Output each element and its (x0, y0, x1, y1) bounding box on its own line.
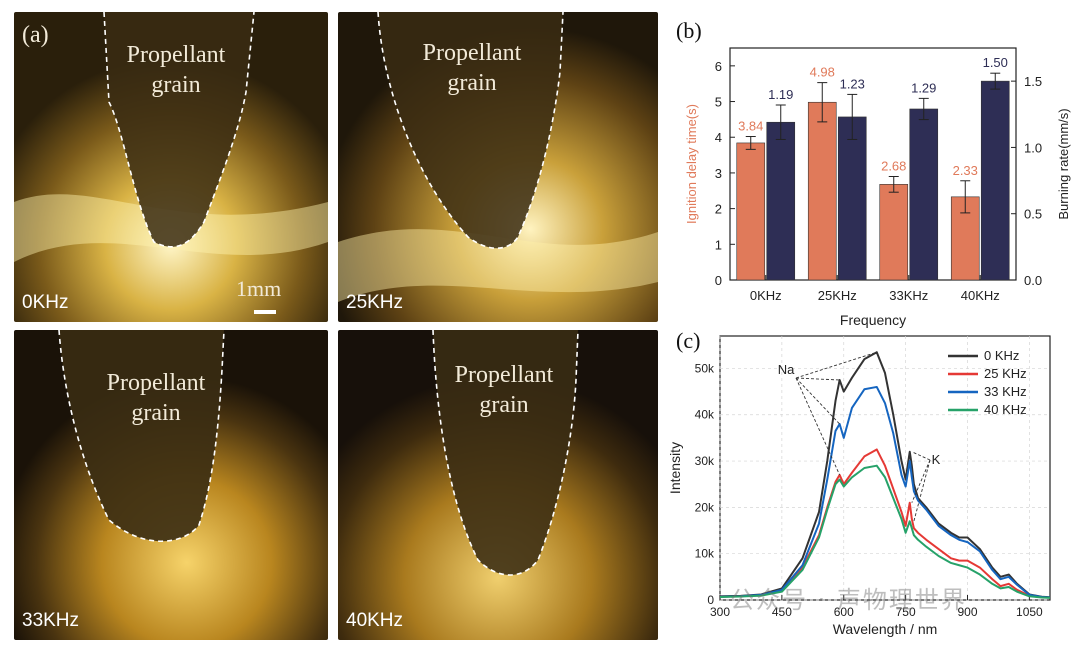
photo-25khz: Propellant grain 25KHz (338, 12, 658, 322)
grain-label-40khz: Propellant grain (424, 360, 584, 420)
y-tick-label: 20k (695, 500, 715, 514)
y-left-tick-label: 3 (715, 166, 722, 181)
bar-value-label: 1.50 (983, 55, 1008, 70)
bar-burning (909, 108, 939, 281)
y-axis-label: Intensity (668, 442, 683, 494)
x-tick-label: 25KHz (818, 288, 857, 303)
bar-ignition (807, 101, 837, 281)
scale-label: 1mm (236, 276, 282, 301)
grain-label-line2: grain (479, 392, 529, 418)
panel-a-letter: (a) (22, 22, 49, 48)
series-line-0-khz (719, 351, 1051, 599)
y-left-axis-label: Ignition delay time(s) (684, 104, 699, 224)
annotation-na-arrow (795, 351, 877, 379)
grain-label-25khz: Propellant grain (392, 38, 552, 98)
chart-b: (b) 0 1 2 3 4 5 6 0.0 0.5 1.0 1.5 0KHz 3.84 1.19 25KHz 4… (668, 0, 1080, 330)
panel-a: (a) Propellant grain 1mm 0KHz (14, 12, 658, 640)
y-left-tick-label: 0 (715, 273, 722, 288)
bar-value-label: 4.98 (810, 65, 835, 80)
grain-label-line2: grain (151, 72, 201, 98)
x-tick-label: 600 (834, 605, 854, 619)
freq-label-0khz: 0KHz (22, 292, 69, 313)
x-tick-label: 1050 (1016, 605, 1043, 619)
photo-0khz-image (14, 12, 328, 322)
bar-value-label: 1.29 (911, 80, 936, 95)
bar-ignition (879, 184, 909, 281)
annotation-na-arrow (795, 377, 841, 476)
y-left-tick-label: 5 (715, 95, 722, 110)
y-tick-label: 30k (695, 454, 715, 468)
chart-c: (c) 0 10k 20k 30k 40k 50k 300 450 600 750 900 1050 0 … (667, 322, 1080, 645)
photo-40khz: Propellant grain 40KHz (338, 330, 658, 640)
y-tick-label: 10k (695, 547, 715, 561)
annotation-k-arrow (913, 459, 931, 522)
y-tick-label: 40k (695, 408, 715, 422)
bar-burning (766, 121, 796, 281)
photo-25khz-image (338, 12, 658, 322)
x-tick-label: 40KHz (961, 288, 1000, 303)
freq-label-25khz: 25KHz (346, 292, 404, 313)
y-left-tick-label: 4 (715, 130, 722, 145)
series-line-33-khz (719, 385, 1051, 599)
watermark: 公众号 · 声物理世界 (730, 586, 967, 614)
annotation-na: Na (778, 362, 795, 377)
photo-0khz: Propellant grain 1mm 0KHz (14, 12, 328, 322)
bar-ignition (736, 142, 766, 281)
grain-label-line1: Propellant (422, 40, 522, 66)
bar-burning (980, 80, 1010, 281)
legend-label: 25 KHz (984, 366, 1027, 381)
x-tick-label: 750 (896, 605, 916, 619)
plot-frame (729, 47, 1017, 281)
chart-b-svg: (b) 0 1 2 3 4 5 6 0.0 0.5 1.0 1.5 0KHz 3.84 1.19 25KHz 4… (676, 18, 1071, 328)
annotation-k-arrow (911, 451, 931, 461)
photo-33khz-image (14, 330, 328, 640)
grain-label-33khz: Propellant grain (76, 368, 236, 428)
legend-label: 40 KHz (984, 402, 1027, 417)
bar-value-label: 2.68 (881, 158, 906, 173)
bar-value-label: 3.84 (738, 119, 763, 134)
freq-label-40khz: 40KHz (346, 610, 404, 631)
x-tick-label: 0KHz (750, 288, 782, 303)
annotation-k: K (932, 452, 941, 467)
bar-value-label: 1.19 (768, 87, 793, 102)
legend-label: 33 KHz (984, 384, 1027, 399)
y-left-tick-label: 2 (715, 202, 722, 217)
x-axis-label: Frequency (840, 312, 906, 328)
y-right-tick-label: 1.5 (1024, 74, 1042, 89)
bar-value-label: 2.33 (953, 163, 978, 178)
series-line-40-khz (719, 464, 1051, 599)
grain-label-line1: Propellant (106, 370, 206, 396)
x-tick-label: 33KHz (889, 288, 928, 303)
y-tick-label: 50k (695, 361, 715, 375)
y-right-tick-label: 0.0 (1024, 273, 1042, 288)
freq-label-33khz: 33KHz (22, 610, 80, 631)
y-tick-label: 0 (707, 593, 714, 607)
grain-label-line1: Propellant (126, 42, 226, 68)
y-right-tick-label: 0.5 (1024, 207, 1042, 222)
y-left-tick-label: 6 (715, 59, 722, 74)
annotation-k-arrow (911, 459, 931, 503)
grain-label-line2: grain (131, 400, 181, 426)
x-axis-label: Wavelength / nm (833, 621, 938, 637)
photo-33khz: Propellant grain 33KHz (14, 330, 328, 640)
x-tick-label: 300 (710, 605, 730, 619)
x-tick-label: 900 (957, 605, 977, 619)
grain-label-line1: Propellant (454, 362, 554, 388)
y-right-axis-label: Burning rate(mm/s) (1056, 108, 1071, 219)
y-right-tick-label: 1.0 (1024, 140, 1042, 155)
panel-c-letter: (c) (676, 328, 700, 353)
bar-value-label: 1.23 (840, 76, 865, 91)
y-left-tick-label: 1 (715, 237, 722, 252)
annotation-na-arrow (795, 377, 840, 425)
scale-bar (254, 310, 276, 314)
grain-label-line2: grain (447, 70, 497, 96)
x-tick-label: 450 (772, 605, 792, 619)
panel-b-letter: (b) (676, 18, 702, 43)
annotation-na-arrow (795, 377, 840, 381)
chart-c-svg: (c) 0 10k 20k 30k 40k 50k 300 450 600 750 900 1050 0 … (667, 328, 1051, 637)
legend-label: 0 KHz (984, 348, 1019, 363)
photo-40khz-image (338, 330, 658, 640)
grain-label-0khz: Propellant grain (96, 40, 256, 100)
bar-burning (837, 116, 867, 281)
